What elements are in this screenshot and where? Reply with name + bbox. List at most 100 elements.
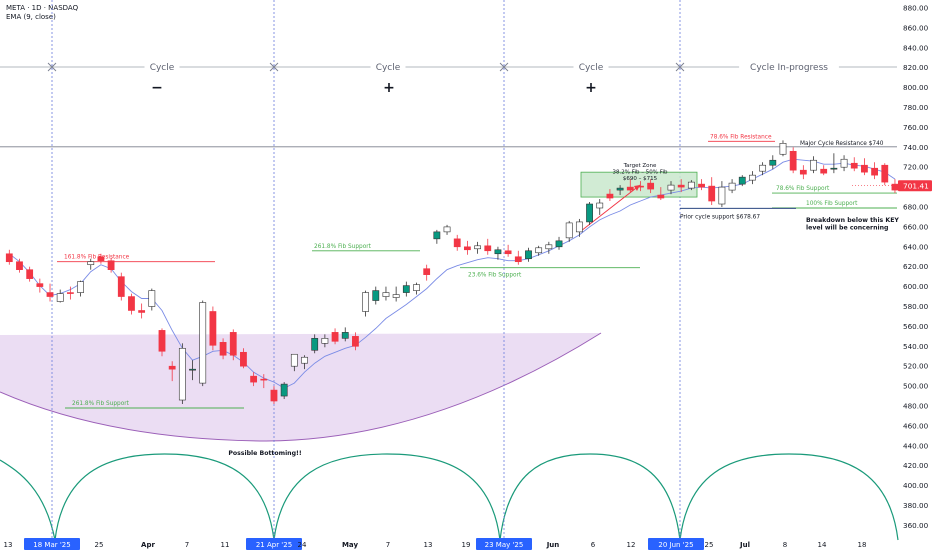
candle xyxy=(311,334,319,354)
candle xyxy=(87,258,95,270)
candle-body xyxy=(799,169,807,175)
target-zone-label: $690 – $715 xyxy=(623,176,658,182)
target-zone-label: Target Zone xyxy=(623,163,657,169)
candle-body xyxy=(555,240,563,248)
candle xyxy=(820,165,828,176)
candle xyxy=(718,181,726,207)
candle xyxy=(128,293,135,315)
candle xyxy=(474,241,481,254)
candle xyxy=(677,179,685,193)
candle-body xyxy=(789,150,797,171)
candle xyxy=(504,244,512,257)
candle xyxy=(799,165,807,180)
candle-body xyxy=(494,249,502,255)
candle-body xyxy=(382,292,390,297)
candle xyxy=(769,155,777,170)
y-tick-label: 760.00 xyxy=(903,123,929,132)
candle xyxy=(463,240,471,255)
candle-body xyxy=(606,193,614,199)
candle xyxy=(667,181,675,195)
candle xyxy=(372,286,380,305)
candle xyxy=(117,272,125,301)
last-price-label: 701.41 xyxy=(903,181,929,190)
candle xyxy=(97,253,105,264)
candle xyxy=(189,360,196,381)
y-tick-label: 540.00 xyxy=(903,342,929,351)
candle-body xyxy=(352,336,359,347)
breakdown-note: level will be concerning xyxy=(806,225,888,232)
target-arrow-line xyxy=(580,184,641,232)
candle xyxy=(626,179,634,193)
candle-body xyxy=(637,185,644,188)
candle-body xyxy=(36,283,44,287)
candle-body xyxy=(657,194,665,199)
candle-body xyxy=(270,389,278,402)
candle-body xyxy=(148,290,156,307)
candle-body xyxy=(474,245,481,250)
candle-body xyxy=(178,347,186,401)
candle-body xyxy=(16,261,23,270)
y-tick-label: 480.00 xyxy=(903,402,929,411)
candle xyxy=(138,303,146,319)
highlighted-date-badge xyxy=(476,538,532,550)
cycle-marker xyxy=(675,62,685,72)
candle xyxy=(280,382,288,400)
y-tick-label: 740.00 xyxy=(903,143,929,152)
target-zone-box xyxy=(580,171,698,198)
candle xyxy=(423,264,431,281)
candle-body xyxy=(168,365,176,370)
fib-label: 78.6% Fib Resistance xyxy=(710,134,772,140)
candle-body xyxy=(56,293,64,302)
y-tick-label: 680.00 xyxy=(903,203,929,212)
candle-body xyxy=(433,231,441,240)
y-tick-label: 640.00 xyxy=(903,242,929,251)
candle-body xyxy=(840,158,848,168)
y-tick-label: 440.00 xyxy=(903,441,929,450)
y-tick-label: 860.00 xyxy=(903,23,929,32)
candle xyxy=(687,180,695,191)
x-tick-label: 7 xyxy=(386,541,390,549)
candle-body xyxy=(341,332,349,339)
fib-label: 100% Fib Support xyxy=(806,201,858,207)
cycle-sign: + xyxy=(383,80,395,96)
candle xyxy=(657,187,665,201)
x-tick-label: 25 xyxy=(95,541,104,549)
candle xyxy=(749,171,756,185)
candle-body xyxy=(158,330,166,352)
candle xyxy=(250,372,258,387)
candle xyxy=(779,140,787,157)
x-tick-label: Apr xyxy=(141,541,155,549)
candle-body xyxy=(535,247,543,254)
fib-label: 161.8% Fib Resistance xyxy=(64,255,130,261)
fib-label: 23.6% Fib Support xyxy=(468,273,522,279)
y-tick-label: 780.00 xyxy=(903,103,929,112)
candle xyxy=(392,286,400,302)
candle xyxy=(168,361,176,382)
indicator-legend[interactable]: EMA (9, close) xyxy=(6,13,56,21)
major-resistance-label: Major Cycle Resistance $740 xyxy=(800,141,884,147)
candle xyxy=(850,157,858,172)
cycle-arc xyxy=(54,453,275,541)
candle-body xyxy=(586,203,593,223)
candle-body xyxy=(871,167,878,176)
candle xyxy=(290,353,298,372)
candle-body xyxy=(290,353,298,367)
y-tick-label: 520.00 xyxy=(903,362,929,371)
x-tick-label: 12 xyxy=(627,541,636,549)
y-tick-label: 820.00 xyxy=(903,63,929,72)
y-tick-label: 840.00 xyxy=(903,43,929,52)
annotations-layer: Cycle Cycle Cycle Cycle In-progress − + +161.8… xyxy=(64,61,899,457)
candle xyxy=(738,175,746,187)
candles-layer[interactable] xyxy=(5,140,899,405)
candle-body xyxy=(392,294,400,298)
candle-body xyxy=(46,292,54,297)
candle xyxy=(402,281,410,297)
candle-body xyxy=(708,185,716,202)
x-tick-label: 19 xyxy=(462,541,471,549)
breakdown-note: Breakdown below this KEY xyxy=(806,217,899,224)
candle-body xyxy=(229,332,237,356)
fib-label: 78.6% Fib Support xyxy=(776,186,830,192)
candle xyxy=(178,343,186,405)
candle-body xyxy=(189,368,196,371)
